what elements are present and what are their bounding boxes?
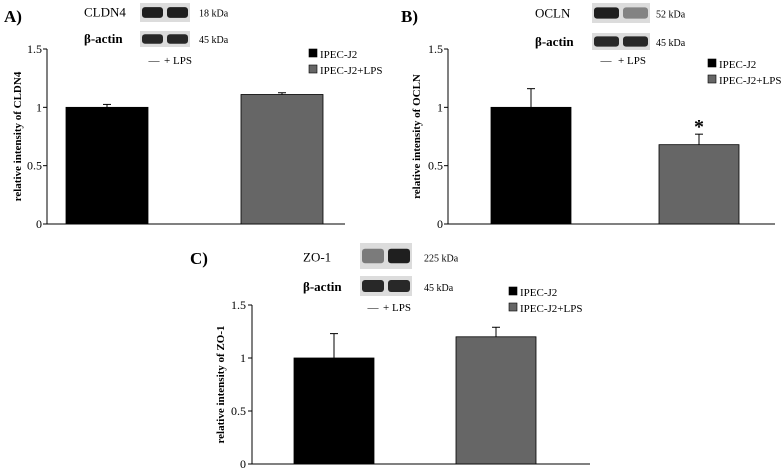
y-tick-label: 0.5 bbox=[231, 404, 246, 418]
legend-label-2: IPEC-J2+LPS bbox=[520, 303, 582, 315]
blot-target-label: ZO-1 bbox=[303, 250, 331, 265]
blot-control-band-2 bbox=[623, 36, 648, 47]
legend-label-2: IPEC-J2+LPS bbox=[719, 75, 781, 87]
significance-marker: * bbox=[694, 116, 704, 138]
panel-label: C) bbox=[190, 249, 208, 268]
blot-control-kda: 45 kDa bbox=[656, 38, 686, 49]
chart-panel-1: A) CLDN4 β-actin 18 kDa 45 kDa — + LPS 0 0.5 1 1.5… bbox=[4, 3, 382, 231]
blot-control-band-1 bbox=[362, 280, 384, 292]
bar-2 bbox=[240, 94, 324, 225]
blot-control-band-1 bbox=[142, 34, 163, 44]
blot-target-band-2 bbox=[388, 248, 410, 264]
bar-1 bbox=[65, 106, 149, 225]
blot-target-label: OCLN bbox=[535, 5, 571, 20]
legend-swatch-2 bbox=[308, 64, 318, 74]
y-axis-label: relative intensity of OCLN bbox=[411, 74, 423, 199]
blot-control-kda: 45 kDa bbox=[424, 283, 454, 294]
blot-target-kda: 225 kDa bbox=[424, 254, 459, 265]
bar-1 bbox=[490, 106, 572, 225]
blot-control-band-2 bbox=[167, 34, 188, 44]
blot-target-kda: 18 kDa bbox=[199, 9, 229, 20]
legend-label-2: IPEC-J2+LPS bbox=[320, 65, 382, 77]
blot-lane-label: + LPS bbox=[383, 302, 411, 314]
blot-target-band-1 bbox=[594, 7, 619, 19]
blot-lane-label: — bbox=[367, 302, 380, 314]
bar-2 bbox=[455, 336, 537, 465]
blot-control-label: β-actin bbox=[535, 34, 574, 49]
y-axis-label: relative intensity of CLDN4 bbox=[12, 71, 24, 201]
y-tick-label: 1.5 bbox=[428, 42, 443, 56]
blot-control-band-2 bbox=[388, 280, 410, 292]
blot-lane-label: — bbox=[600, 55, 613, 67]
blot-target-label: CLDN4 bbox=[84, 5, 126, 20]
legend-swatch-2 bbox=[707, 74, 717, 84]
blot-control-kda: 45 kDa bbox=[199, 35, 229, 46]
blot-control-band-1 bbox=[594, 36, 619, 47]
chart-panel-3: C) ZO-1 β-actin 225 kDa 45 kDa — + LPS 0 0.5 1 1.5… bbox=[190, 243, 590, 468]
blot-target-band-1 bbox=[362, 248, 384, 264]
blot-lane-label: + LPS bbox=[618, 55, 646, 67]
legend-swatch-2 bbox=[508, 302, 518, 312]
blot-target-kda: 52 kDa bbox=[656, 9, 686, 20]
y-tick-label: 0.5 bbox=[27, 159, 42, 173]
legend-label-1: IPEC-J2 bbox=[320, 49, 357, 61]
bar-2 bbox=[658, 144, 740, 225]
blot-lane-label: + LPS bbox=[164, 55, 192, 67]
y-tick-label: 0.5 bbox=[428, 159, 443, 173]
legend-swatch-1 bbox=[308, 48, 318, 58]
legend-swatch-1 bbox=[508, 286, 518, 296]
bar-1 bbox=[293, 357, 375, 465]
y-tick-label: 1 bbox=[36, 100, 42, 114]
blot-lane-label: — bbox=[148, 55, 161, 67]
blot-control-label: β-actin bbox=[303, 279, 342, 294]
legend-swatch-1 bbox=[707, 58, 717, 68]
y-tick-label: 1 bbox=[437, 100, 443, 114]
legend-label-1: IPEC-J2 bbox=[719, 59, 756, 71]
y-tick-label: 1.5 bbox=[231, 298, 246, 312]
chart-panel-2: B) OCLN β-actin 52 kDa 45 kDa — + LPS 0 0.5 1 1.5 r… bbox=[401, 3, 781, 231]
y-axis-label: relative intensity of ZO-1 bbox=[215, 325, 227, 443]
blot-control-label: β-actin bbox=[84, 31, 123, 46]
blot-target-band-2 bbox=[623, 7, 648, 19]
y-tick-label: 0 bbox=[36, 217, 42, 231]
y-tick-label: 0 bbox=[437, 217, 443, 231]
blot-target-band-1 bbox=[142, 7, 163, 18]
y-tick-label: 1 bbox=[240, 351, 246, 365]
panel-label: A) bbox=[4, 7, 22, 26]
y-tick-label: 1.5 bbox=[27, 42, 42, 56]
panel-label: B) bbox=[401, 7, 418, 26]
legend-label-1: IPEC-J2 bbox=[520, 287, 557, 299]
blot-target-band-2 bbox=[167, 7, 188, 18]
y-tick-label: 0 bbox=[240, 457, 246, 468]
